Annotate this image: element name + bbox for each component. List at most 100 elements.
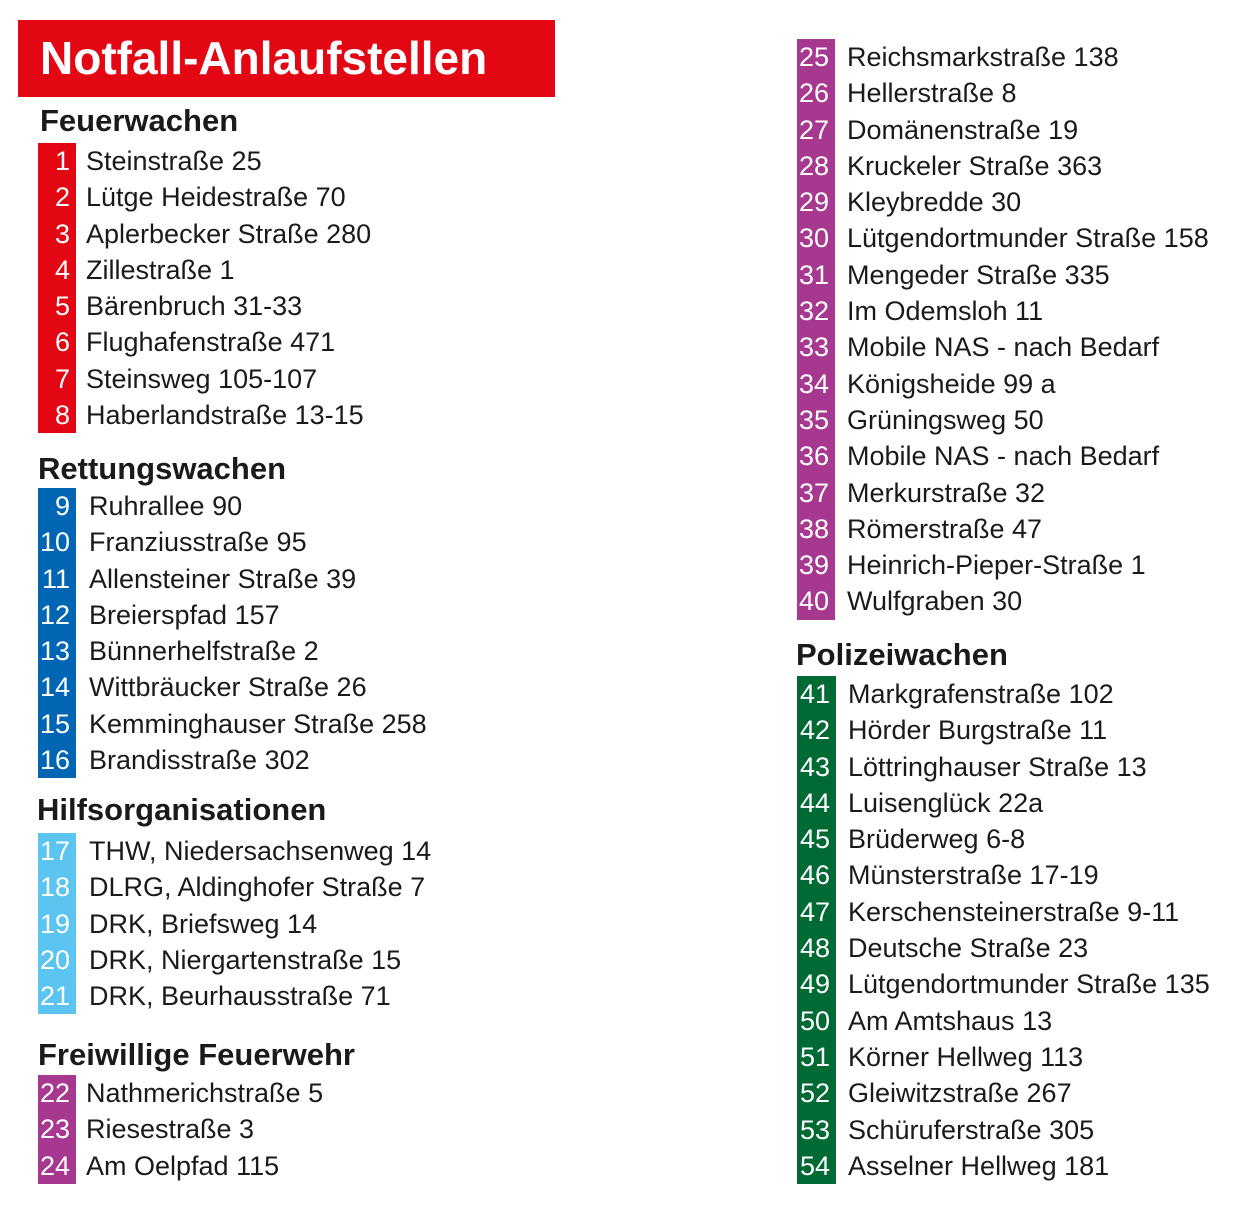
item-number-badge: 39 [797,547,835,584]
item-address: Kruckeler Straße 363 [847,150,1103,181]
item-address: Flughafenstraße 471 [86,327,336,358]
list-item: 40 Wulfgraben 30 [797,583,1236,620]
item-address: DRK, Beurhausstraße 71 [89,981,391,1012]
list-item: 45 Brüderweg 6-8 [797,821,1236,858]
list-item: 46 Münsterstraße 17-19 [797,857,1236,894]
item-address: Ruhrallee 90 [89,491,243,521]
item-address: Breierspfad 157 [89,599,280,630]
list-item: 36 Mobile NAS - nach Bedarf [797,438,1236,475]
item-address: DLRG, Aldinghofer Straße 7 [89,872,426,903]
item-number-badge: 34 [797,365,835,402]
list-item: 27 Domänenstraße 19 [797,111,1236,148]
item-address: Am Oelpfad 115 [86,1150,280,1181]
item-number-badge: 53 [797,1111,836,1148]
item-address: DRK, Niergartenstraße 15 [89,944,402,975]
item-number-badge: 1 [38,143,76,180]
item-number-badge: 28 [797,147,835,185]
list-item: 52 Gleiwitzstraße 267 [797,1075,1236,1112]
list-item: 50 Am Amtshaus 13 [797,1002,1236,1039]
item-number-badge: 22 [38,1075,76,1112]
list-hilfsorganisationen: 17 THW, Niedersachsenweg 14 18 DLRG, Alding… [38,833,478,1015]
item-address: Lütgendortmunder Straße 158 [847,223,1209,254]
item-number-badge: 29 [797,184,835,221]
list-item: 51 Körner Hellweg 113 [797,1038,1236,1076]
list-item: 38 Römerstraße 47 [797,510,1236,548]
list-item: 29 Kleybredde 30 [797,184,1236,221]
list-item: 24 Am Oelpfad 115 [38,1147,478,1184]
item-address: Steinstraße 25 [86,146,262,176]
list-item: 32 Im Odemsloh 11 [797,293,1236,330]
list-item: 37 Merkurstraße 32 [797,474,1236,511]
item-address: Franziusstraße 95 [89,527,307,558]
list-item: 23 Riesestraße 3 [38,1111,478,1148]
heading-freiwillige-feuerwehr: Freiwillige Feuerwehr [38,1037,355,1072]
list-item: 15 Kemminghauser Straße 258 [38,705,478,743]
item-number-badge: 54 [797,1147,836,1185]
list-item: 9 Ruhrallee 90 [38,488,478,525]
item-address: Gleiwitzstraße 267 [848,1078,1072,1109]
item-number-badge: 48 [797,930,836,967]
item-address: Brandisstraße 302 [89,745,310,776]
item-address: Löttringhauser Straße 13 [848,751,1147,782]
item-address: Asselner Hellweg 181 [848,1150,1110,1181]
item-number-badge: 32 [797,293,835,330]
item-address: Deutsche Straße 23 [848,933,1089,964]
list-item: 25 Reichsmarkstraße 138 [797,39,1236,76]
item-number-badge: 9 [38,488,76,525]
item-address: Mobile NAS - nach Bedarf [847,441,1160,472]
item-address: Aplerbecker Straße 280 [86,218,372,249]
item-address: Lütge Heidestraße 70 [86,182,346,213]
item-number-badge: 23 [38,1111,76,1148]
item-address: Kleybredde 30 [847,187,1022,218]
item-number-badge: 25 [797,39,835,76]
list-item: 33 Mobile NAS - nach Bedarf [797,329,1236,366]
list-item: 39 Heinrich-Pieper-Straße 1 [797,547,1236,584]
heading-hilfsorganisationen: Hilfsorganisationen [37,792,327,827]
heading-feuerwachen: Feuerwachen [40,103,239,138]
item-number-badge: 6 [38,324,76,361]
item-number-badge: 30 [797,220,835,257]
item-address: Münsterstraße 17-19 [848,860,1099,891]
list-item: 13 Bünnerhelfstraße 2 [38,633,478,670]
item-number-badge: 10 [38,524,76,561]
item-number-badge: 44 [797,784,836,822]
list-freiwillige-feuerwehr: 22 Nathmerichstraße 5 23 Riesestraße 3 24 Am … [38,1075,478,1184]
item-number-badge: 20 [38,941,76,979]
item-address: Riesestraße 3 [86,1114,255,1145]
item-number-badge: 8 [38,397,76,434]
list-item: 42 Hörder Burgstraße 11 [797,712,1236,749]
list-item: 17 THW, Niedersachsenweg 14 [38,833,478,870]
heading-rettungswachen: Rettungswachen [38,451,287,486]
item-number-badge: 18 [38,869,76,906]
list-item: 4 Zillestraße 1 [38,251,478,289]
list-rettungswachen: 9 Ruhrallee 90 10 Franziusstraße 95 11 Allens… [38,488,478,779]
item-number-badge: 43 [797,748,836,785]
list-item: 44 Luisenglück 22a [797,784,1236,822]
list-item: 5 Bärenbruch 31-33 [38,288,478,325]
item-address: Brüderweg 6-8 [848,824,1026,855]
item-number-badge: 35 [797,401,835,439]
item-address: Nathmerichstraße 5 [86,1078,324,1108]
list-item: 31 Mengeder Straße 335 [797,256,1236,294]
list-item: 21 DRK, Beurhausstraße 71 [38,978,478,1015]
list-item: 41 Markgrafenstraße 102 [797,676,1236,713]
list-item: 14 Wittbräucker Straße 26 [38,669,478,706]
list-item: 26 Hellerstraße 8 [797,75,1236,112]
item-address: Heinrich-Pieper-Straße 1 [847,550,1146,581]
list-item: 49 Lütgendortmunder Straße 135 [797,966,1236,1003]
item-number-badge: 42 [797,712,836,749]
list-item: 47 Kerschensteinerstraße 9-11 [797,893,1236,931]
list-item: 3 Aplerbecker Straße 280 [38,215,478,252]
list-item: 11 Allensteiner Straße 39 [38,560,478,597]
list-item: 12 Breierspfad 157 [38,596,478,634]
item-address: Hörder Burgstraße 11 [848,715,1108,746]
item-number-badge: 46 [797,857,836,894]
list-item: 1 Steinstraße 25 [38,143,478,180]
list-freiwillige-feuerwehr-cont: 25 Reichsmarkstraße 138 26 Hellerstraße 8 27… [797,39,1236,620]
item-number-badge: 47 [797,893,836,931]
list-item: 48 Deutsche Straße 23 [797,930,1236,967]
list-item: 19 DRK, Briefsweg 14 [38,905,478,942]
item-number-badge: 5 [38,288,76,325]
list-item: 16 Brandisstraße 302 [38,742,478,779]
list-item: 35 Grüningsweg 50 [797,401,1236,439]
